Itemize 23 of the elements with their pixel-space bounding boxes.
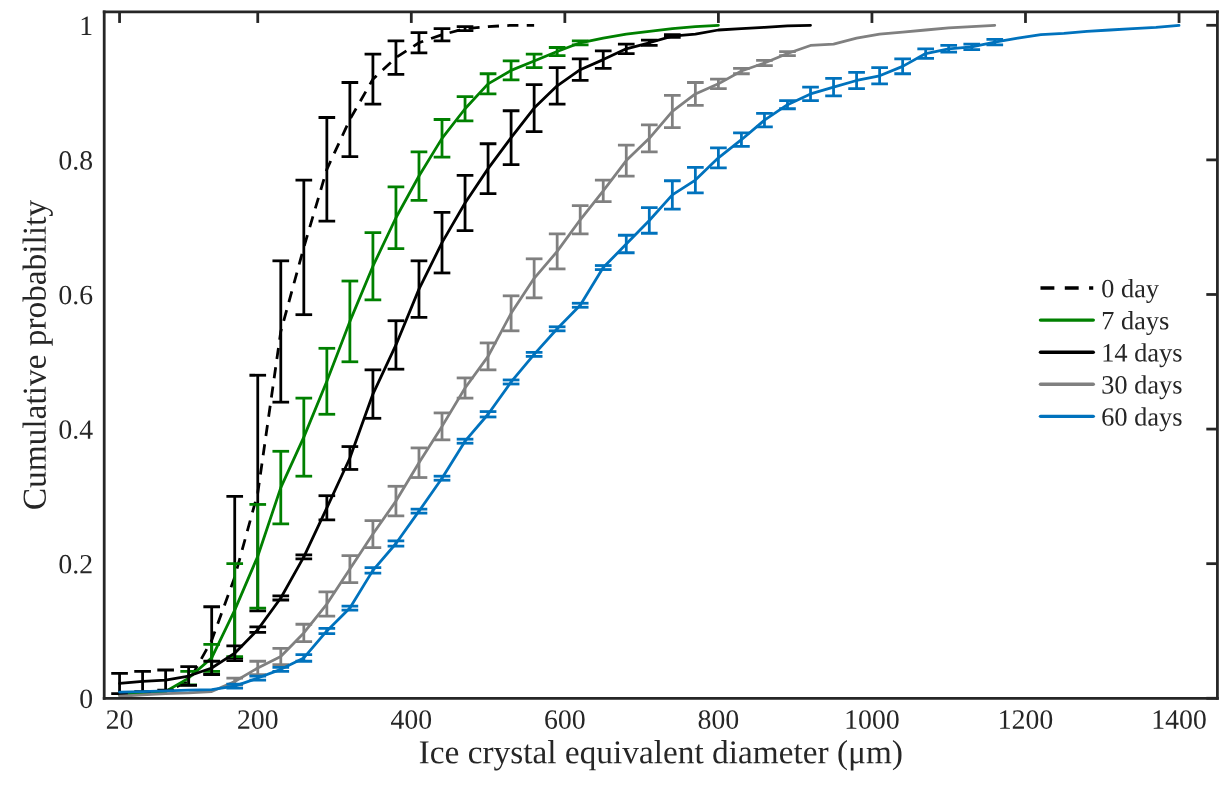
legend-label: 14 days <box>1103 343 1182 368</box>
x-tick-label: 400 <box>391 710 432 729</box>
y-tick-label: 0.2 <box>59 554 92 574</box>
y-tick-label: 0.6 <box>59 285 93 305</box>
legend-label: 7 days <box>1102 311 1169 336</box>
line-series <box>118 23 997 698</box>
legend-label: 60 days <box>1102 407 1182 432</box>
x-tick-label: 600 <box>545 710 585 729</box>
y-tick-label: 1 <box>81 16 92 35</box>
x-tick-label: 1400 <box>1153 710 1206 729</box>
x-tick-label: 200 <box>238 710 278 729</box>
x-tick-label: 1000 <box>846 710 899 729</box>
y-tick-label: 0.8 <box>59 151 93 170</box>
y-axis-title: Cumulative probability <box>22 200 53 509</box>
x-tick-label: 1200 <box>1000 710 1053 729</box>
x-axis-title: Ice crystal equivalent diameter (μm) <box>419 740 902 771</box>
x-tick-label: 20 <box>106 710 133 729</box>
line-series <box>118 23 1181 694</box>
y-tick-label: 0.4 <box>59 420 93 440</box>
y-tick-label: 0 <box>80 689 93 709</box>
legend-label: 30 days <box>1102 375 1182 400</box>
x-tick-label: 800 <box>698 710 739 729</box>
legend-label: 0 day <box>1102 278 1159 303</box>
